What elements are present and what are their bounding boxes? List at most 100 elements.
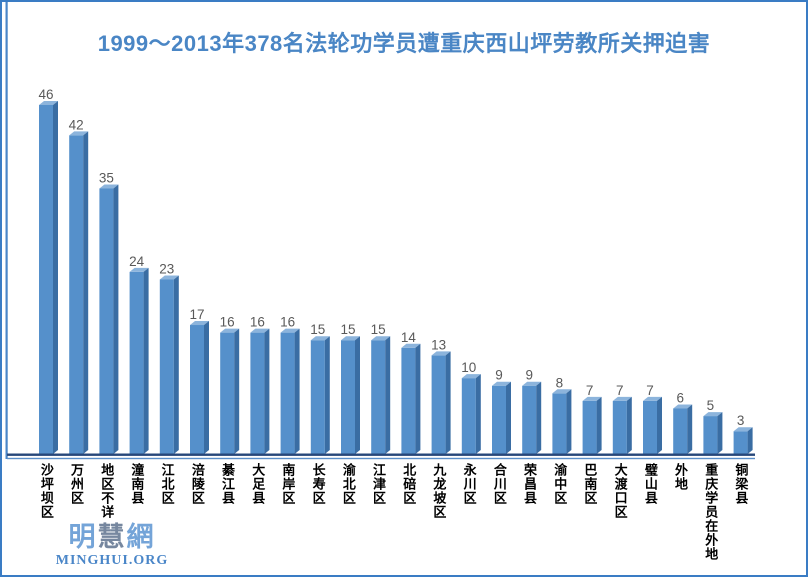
bar-group: 13	[431, 337, 451, 454]
bar-side-face	[324, 336, 330, 454]
bar-side-face	[657, 396, 662, 454]
bar-group: 7	[643, 383, 662, 454]
bar-value-label: 42	[69, 117, 84, 132]
bar-value-label: 17	[189, 307, 204, 322]
bar-value-label: 5	[707, 398, 715, 413]
bar-front-face	[552, 393, 567, 454]
bar-top-face	[461, 374, 481, 379]
bar-side-face	[747, 427, 753, 454]
bar-value-label: 7	[646, 383, 654, 398]
bar-front-face	[371, 340, 386, 454]
bar-value-label: 9	[495, 368, 503, 383]
bar-value-label: 10	[461, 360, 476, 375]
bar-value-label: 9	[525, 368, 533, 383]
bar-side-face	[385, 336, 391, 454]
bar-front-face	[431, 355, 446, 454]
bar-top-face	[280, 328, 300, 333]
bar-side-face	[415, 343, 421, 454]
bar-front-face	[129, 271, 144, 454]
bar-top-face	[39, 100, 58, 105]
bar-side-face	[687, 404, 693, 454]
bar-top-face	[612, 396, 632, 401]
bar-value-label: 16	[220, 315, 235, 330]
bar-side-face	[566, 389, 572, 454]
bar-front-face	[492, 385, 506, 454]
bar-side-face	[294, 328, 300, 454]
bar-front-face	[401, 347, 416, 454]
minghui-logo-latin: MINGHUI.ORG	[55, 553, 169, 568]
bar-group: 42	[69, 117, 89, 454]
x-axis-baseline-light	[7, 457, 755, 460]
bar-top-face	[99, 184, 119, 189]
bar-front-face	[39, 104, 53, 455]
x-axis-baseline-dark	[7, 453, 755, 456]
minghui-logo-cjk: 明慧網	[46, 524, 178, 551]
bar-front-face	[220, 332, 235, 454]
bar-top-face	[552, 389, 572, 394]
bar-top-face	[401, 343, 421, 348]
bar-side-face	[445, 351, 451, 454]
bar-value-label: 16	[280, 315, 295, 330]
bar-group: 17	[189, 307, 209, 454]
bar-top-face	[582, 396, 602, 401]
bar-top-face	[69, 131, 89, 136]
bar-top-face	[371, 336, 391, 341]
bar-group: 3	[733, 413, 753, 454]
bar-side-face	[53, 100, 58, 455]
bar-group: 46	[38, 87, 58, 455]
bar-side-face	[143, 267, 149, 454]
bar-group: 10	[461, 360, 481, 454]
bar-value-label: 24	[129, 254, 145, 269]
bar-value-label: 8	[556, 375, 564, 390]
bar-group: 15	[310, 322, 330, 454]
chart-title: 1999～2013年378名法轮功学员遭重庆西山坪劳教所关押迫害	[97, 31, 711, 56]
bar-value-label: 13	[431, 337, 446, 352]
bar-group: 7	[612, 383, 632, 454]
bar-top-face	[492, 381, 511, 386]
bar-group: 24	[129, 254, 149, 454]
bar-front-face	[673, 408, 688, 454]
bar-group: 16	[280, 315, 300, 454]
bar-side-face	[596, 396, 602, 454]
bar-side-face	[264, 328, 270, 454]
bar-front-face	[159, 279, 174, 454]
bar-top-face	[129, 267, 149, 272]
bar-value-label: 14	[401, 330, 417, 345]
bar-side-face	[173, 275, 179, 454]
bar-value-label: 16	[250, 315, 265, 330]
bar-group: 16	[220, 315, 240, 454]
bar-side-face	[83, 131, 89, 454]
bar-group: 9	[492, 368, 511, 454]
bar-top-face	[310, 336, 330, 341]
bar-front-face	[643, 400, 657, 454]
bar-group: 6	[673, 390, 693, 454]
bar-side-face	[717, 412, 723, 454]
minghui-logo: 明慧網 MINGHUI.ORG	[46, 524, 178, 569]
bar-front-face	[341, 340, 355, 454]
bar-side-face	[475, 374, 481, 454]
bar-group: 14	[401, 330, 421, 454]
bar-value-label: 15	[340, 322, 355, 337]
bar-group: 15	[340, 322, 360, 454]
logo-char-hui: 慧	[97, 522, 127, 552]
bar-value-label: 35	[99, 170, 114, 185]
bar-value-label: 23	[159, 261, 174, 276]
bar-side-face	[234, 328, 240, 454]
bar-front-face	[99, 188, 114, 454]
bar-top-face	[250, 328, 270, 333]
bar-side-face	[506, 381, 511, 454]
bar-group: 9	[522, 368, 542, 454]
bar-value-label: 7	[586, 383, 594, 398]
logo-char-ming: 明	[68, 522, 98, 552]
bar-value-label: 46	[38, 87, 53, 102]
bar-side-face	[536, 381, 542, 454]
logo-char-wang: 網	[126, 522, 156, 552]
bar-top-face	[703, 412, 723, 417]
bar-group: 7	[582, 383, 602, 454]
bar-side-face	[204, 321, 209, 454]
bar-front-face	[280, 332, 295, 454]
bar-front-face	[310, 340, 325, 454]
bar-value-label: 7	[616, 383, 624, 398]
